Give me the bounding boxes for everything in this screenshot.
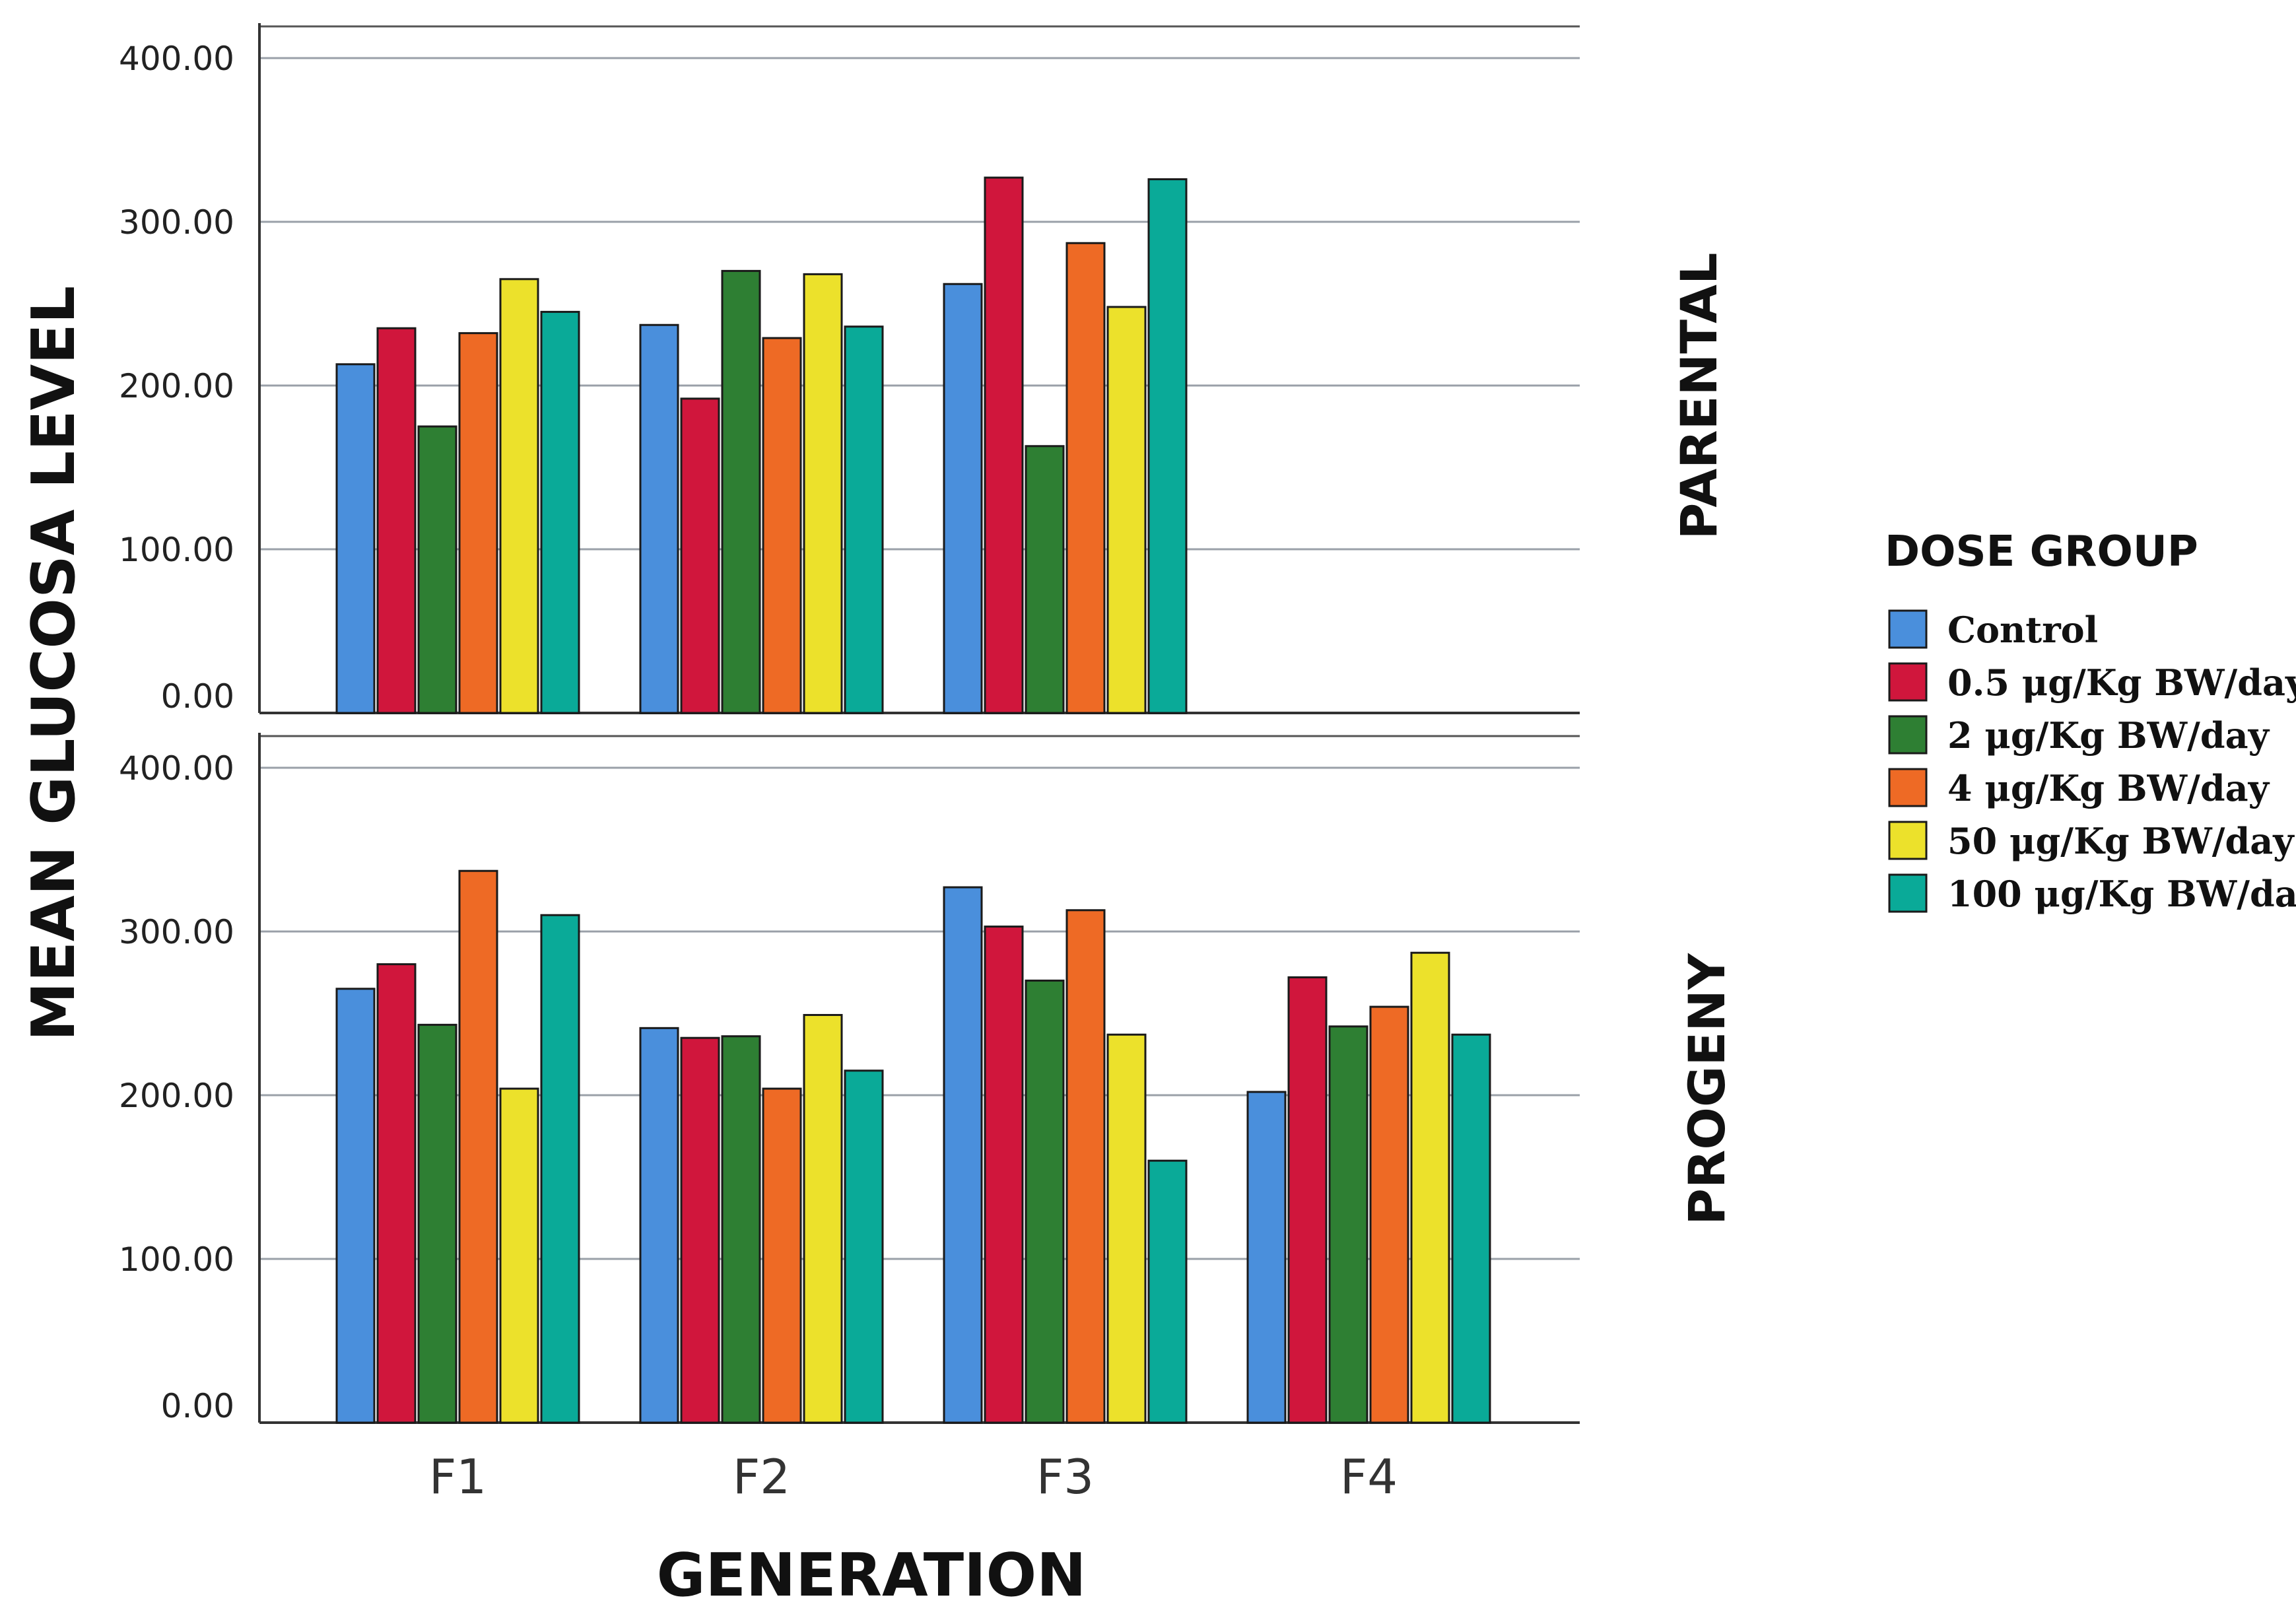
- y-tick-label: 400.00: [119, 40, 234, 78]
- bar-f1-series-0: [335, 988, 376, 1424]
- legend-swatch: [1888, 873, 1928, 913]
- legend-label: Control: [1947, 609, 2098, 651]
- bar-f2-series-1: [680, 397, 720, 714]
- bar-f1-series-4: [499, 278, 539, 714]
- bar-f1-series-2: [417, 1023, 457, 1424]
- y-tick-label: 100.00: [119, 531, 234, 569]
- bar-f2-series-5: [844, 325, 884, 714]
- x-tick-label: F2: [733, 1449, 790, 1504]
- bar-f3-series-2: [1025, 445, 1065, 714]
- bar-f3-series-0: [943, 886, 983, 1424]
- bar-f4-series-2: [1328, 1025, 1368, 1424]
- legend-swatch: [1888, 662, 1928, 702]
- y-tick-label: 0.00: [161, 1387, 234, 1425]
- y-tick-label: 100.00: [119, 1240, 234, 1279]
- y-tick-label: 300.00: [119, 913, 234, 951]
- y-tick-label: 0.00: [161, 677, 234, 716]
- bar-f3-series-5: [1147, 1159, 1188, 1424]
- bar-f3-series-4: [1106, 1033, 1147, 1424]
- bar-f2-series-5: [844, 1069, 884, 1424]
- chart-panels: 0.00 100.00 200.00 300.00 400.00 0.00 100.00 20…: [119, 23, 1580, 1504]
- y-axis-title: MEAN GLUCOSA LEVEL: [19, 286, 88, 1041]
- bar-f1-series-1: [376, 963, 417, 1424]
- bar-f2-series-4: [803, 1013, 843, 1424]
- legend-items: Control 0.5 μg/Kg BW/day 2 μg/Kg BW/day 4 μ…: [1888, 609, 2296, 915]
- bar-f4-series-4: [1410, 951, 1450, 1424]
- bar-f3-series-5: [1147, 178, 1188, 714]
- legend: DOSE GROUP Control 0.5 μg/Kg BW/day 2 μg/K…: [1885, 527, 2296, 915]
- x-tick-label: F4: [1340, 1449, 1398, 1504]
- bar-f3-series-1: [984, 926, 1024, 1424]
- bar-f1-series-5: [540, 310, 580, 714]
- bar-f2-series-4: [803, 273, 843, 714]
- legend-swatch: [1888, 768, 1928, 807]
- bar-f1-series-0: [335, 363, 376, 714]
- bar-f3-series-3: [1065, 242, 1106, 714]
- panel-parental: 0.00 100.00 200.00 300.00 400.00: [119, 23, 1580, 716]
- bar-f1-series-5: [540, 914, 580, 1424]
- bar-f3-series-1: [984, 176, 1024, 714]
- bar-f2-series-2: [721, 1035, 761, 1424]
- y-tick-label: 200.00: [119, 1077, 234, 1115]
- bar-f1-series-3: [458, 869, 498, 1424]
- bar-f2-series-3: [762, 1087, 802, 1424]
- bar-f4-series-5: [1451, 1033, 1491, 1424]
- y-tick-label: 200.00: [119, 367, 234, 405]
- x-tick-label: F3: [1036, 1449, 1094, 1504]
- y-tick-label: 300.00: [119, 203, 234, 242]
- bar-f4-series-0: [1246, 1091, 1287, 1424]
- legend-label: 4 μg/Kg BW/day: [1947, 767, 2270, 809]
- bar-f4-series-3: [1369, 1005, 1409, 1424]
- bar-f2-series-2: [721, 269, 761, 714]
- legend-swatch: [1888, 821, 1928, 860]
- bar-f1-series-1: [376, 327, 417, 714]
- panel-title-parental: PARENTAL: [1670, 253, 1728, 540]
- bar-f3-series-0: [943, 283, 983, 714]
- bar-f1-series-4: [499, 1087, 539, 1424]
- bar-f3-series-3: [1065, 909, 1106, 1424]
- bar-f2-series-1: [680, 1036, 720, 1424]
- y-tick-label: 400.00: [119, 749, 234, 788]
- x-axis-title: GENERATION: [657, 1541, 1087, 1610]
- bar-f3-series-2: [1025, 979, 1065, 1424]
- x-tick-label: F1: [429, 1449, 487, 1504]
- legend-label: 100 μg/Kg BW/day: [1947, 873, 2296, 915]
- bar-f4-series-1: [1287, 976, 1328, 1424]
- legend-swatch: [1888, 715, 1928, 755]
- legend-label: 50 μg/Kg BW/day: [1947, 820, 2295, 862]
- legend-label: 2 μg/Kg BW/day: [1947, 714, 2270, 757]
- legend-swatch: [1888, 609, 1928, 649]
- legend-label: 0.5 μg/Kg BW/day: [1947, 661, 2296, 704]
- bar-f2-series-3: [762, 337, 802, 714]
- bar-f2-series-0: [639, 323, 679, 714]
- bar-f3-series-4: [1106, 306, 1147, 714]
- bar-f1-series-2: [417, 425, 457, 714]
- panel-progeny: 0.00 100.00 200.00 300.00 400.00: [119, 733, 1580, 1425]
- legend-title: DOSE GROUP: [1885, 527, 2198, 576]
- bar-f2-series-0: [639, 1027, 679, 1424]
- bar-f1-series-3: [458, 332, 498, 714]
- panel-title-progeny: PROGENY: [1677, 953, 1736, 1225]
